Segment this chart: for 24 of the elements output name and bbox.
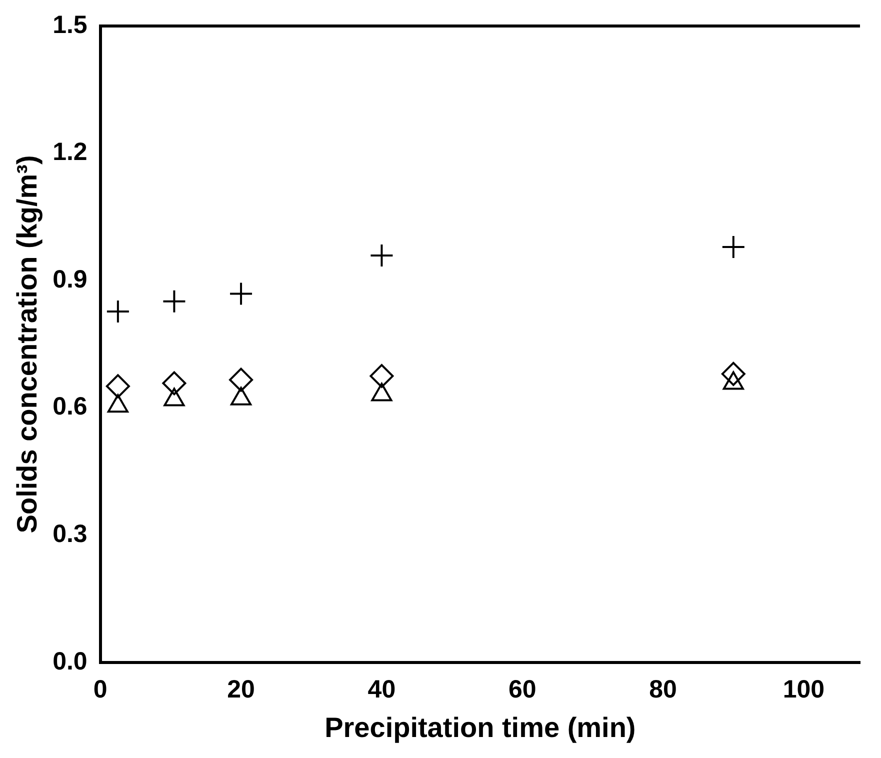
x-tick-label: 0 <box>93 675 108 704</box>
x-axis-title: Precipitation time (min) <box>324 712 636 743</box>
point <box>721 362 746 386</box>
point <box>722 236 744 258</box>
point <box>106 300 129 323</box>
y-axis-title: Solids concentration (kg/m³) <box>12 155 43 534</box>
x-tick-label: 60 <box>508 675 536 704</box>
point <box>370 364 394 388</box>
y-tick-label: 0.6 <box>52 392 88 421</box>
x-tick-label: 80 <box>649 675 677 704</box>
x-tick-label: 100 <box>782 675 825 704</box>
y-tick-label: 0.9 <box>52 265 88 294</box>
x-tick-label: 40 <box>368 675 396 704</box>
x-tick-label: 20 <box>227 675 255 704</box>
y-tick-label: 0.3 <box>52 520 88 548</box>
point <box>163 290 186 312</box>
point <box>370 244 393 267</box>
y-tick-label: 1.2 <box>52 138 88 166</box>
y-tick-label: 1.5 <box>52 10 88 39</box>
point <box>230 282 252 305</box>
point <box>106 374 130 398</box>
y-tick-label: 0.0 <box>52 647 88 676</box>
point <box>229 368 254 392</box>
point <box>162 371 186 396</box>
